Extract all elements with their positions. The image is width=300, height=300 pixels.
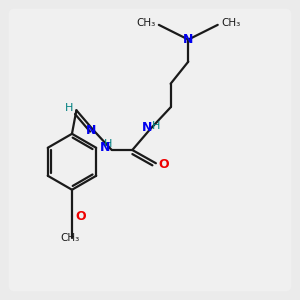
FancyBboxPatch shape [9, 9, 291, 291]
Text: O: O [75, 210, 86, 223]
Text: CH₃: CH₃ [60, 233, 79, 243]
Text: CH₃: CH₃ [221, 18, 241, 28]
Text: CH₃: CH₃ [136, 18, 155, 28]
Text: H: H [65, 103, 74, 113]
Text: N: N [100, 141, 110, 154]
Text: O: O [159, 158, 170, 171]
Text: N: N [86, 124, 96, 137]
Text: N: N [183, 33, 194, 46]
Text: N: N [142, 122, 152, 134]
Text: H: H [104, 139, 112, 148]
Text: H: H [152, 121, 161, 131]
